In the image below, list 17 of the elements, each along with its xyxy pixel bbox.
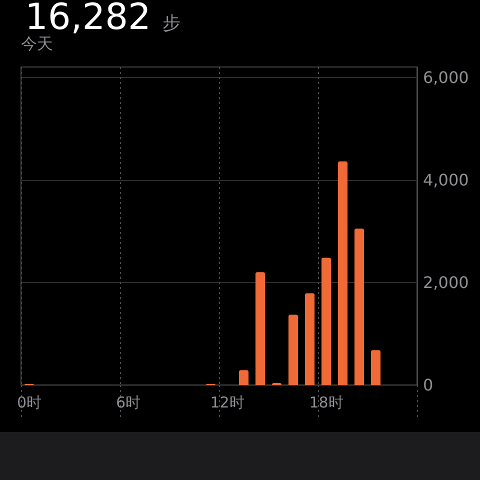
bar — [338, 161, 348, 385]
bar — [321, 258, 332, 385]
bar — [370, 350, 381, 385]
x-tick-label: 6时 — [116, 394, 141, 412]
chart-subtitle: 今天 — [21, 34, 53, 54]
x-tick-label: 18时 — [309, 394, 344, 412]
x-tick-label: 12时 — [210, 394, 244, 412]
bar — [238, 370, 249, 385]
bar — [288, 314, 298, 385]
y-tick-label: 0 — [423, 376, 434, 394]
y-tick-label: 6,000 — [423, 68, 469, 87]
bar — [354, 228, 364, 385]
y-tick-label: 2,000 — [423, 272, 469, 292]
x-tick-label: 0时 — [16, 394, 42, 412]
bar — [304, 293, 315, 385]
y-tick-label: 4,000 — [423, 170, 469, 190]
bar — [255, 272, 266, 385]
